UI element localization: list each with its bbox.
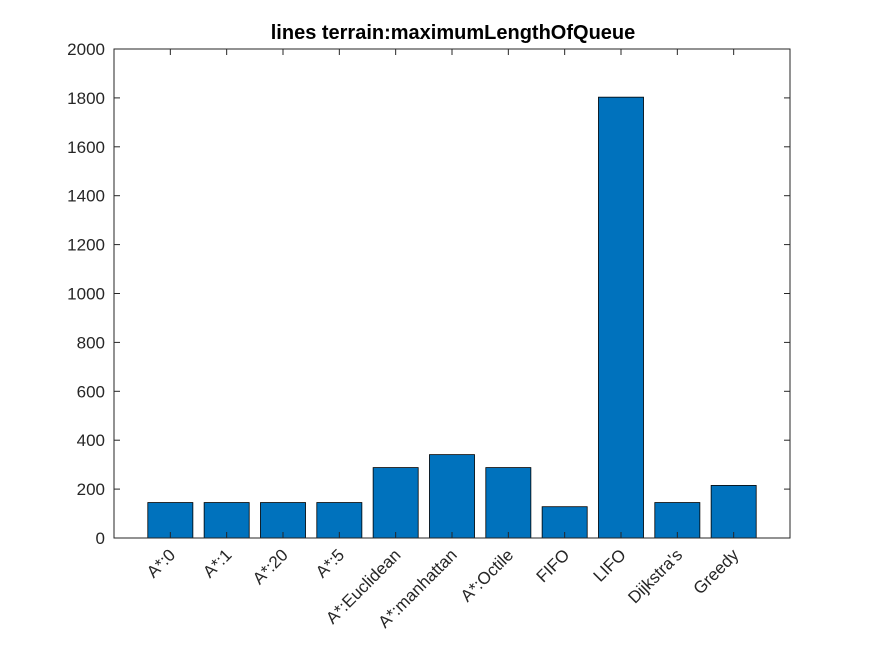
x-tick-label: FIFO: [533, 545, 574, 586]
y-tick-label: 800: [77, 333, 105, 352]
x-axis: A*:0 A*:1 A*:20 A*:5A*:EuclideanA*:manhatta…: [143, 49, 743, 632]
bar: [598, 96, 644, 539]
x-tick-label: LIFO: [590, 545, 630, 585]
x-tick-label: A*:Octile: [457, 545, 517, 605]
x-tick-label: A*:0: [143, 545, 179, 581]
x-tick-label: Dijkstra's: [624, 545, 686, 607]
x-tick-label: A*:20: [249, 545, 292, 588]
y-tick-label: 2000: [67, 40, 105, 59]
bar: [485, 467, 532, 539]
y-tick-label: 1400: [67, 187, 105, 206]
bar: [710, 485, 757, 539]
y-tick-label: 0: [96, 529, 105, 548]
x-tick-label: A*:5: [312, 545, 348, 581]
x-tick-label: Greedy: [690, 545, 743, 598]
bars-group: [147, 96, 757, 539]
chart-title: lines terrain:maximumLengthOfQueue: [271, 22, 636, 44]
x-tick-label: A*:1: [199, 545, 235, 581]
bar: [260, 502, 306, 539]
y-axis: 0 200 400 600 800 1000 1200 1400 1600 1800 2000: [67, 40, 790, 548]
bar: [429, 454, 475, 539]
y-tick-label: 400: [77, 431, 105, 450]
bar: [372, 467, 419, 539]
y-tick-label: 600: [77, 382, 105, 401]
y-tick-label: 200: [77, 480, 105, 499]
y-tick-label: 1800: [67, 89, 105, 108]
y-tick-label: 1000: [67, 285, 105, 304]
plot-frame: [113, 48, 791, 539]
y-tick-label: 1600: [67, 138, 105, 157]
y-tick-label: 1200: [67, 236, 105, 255]
